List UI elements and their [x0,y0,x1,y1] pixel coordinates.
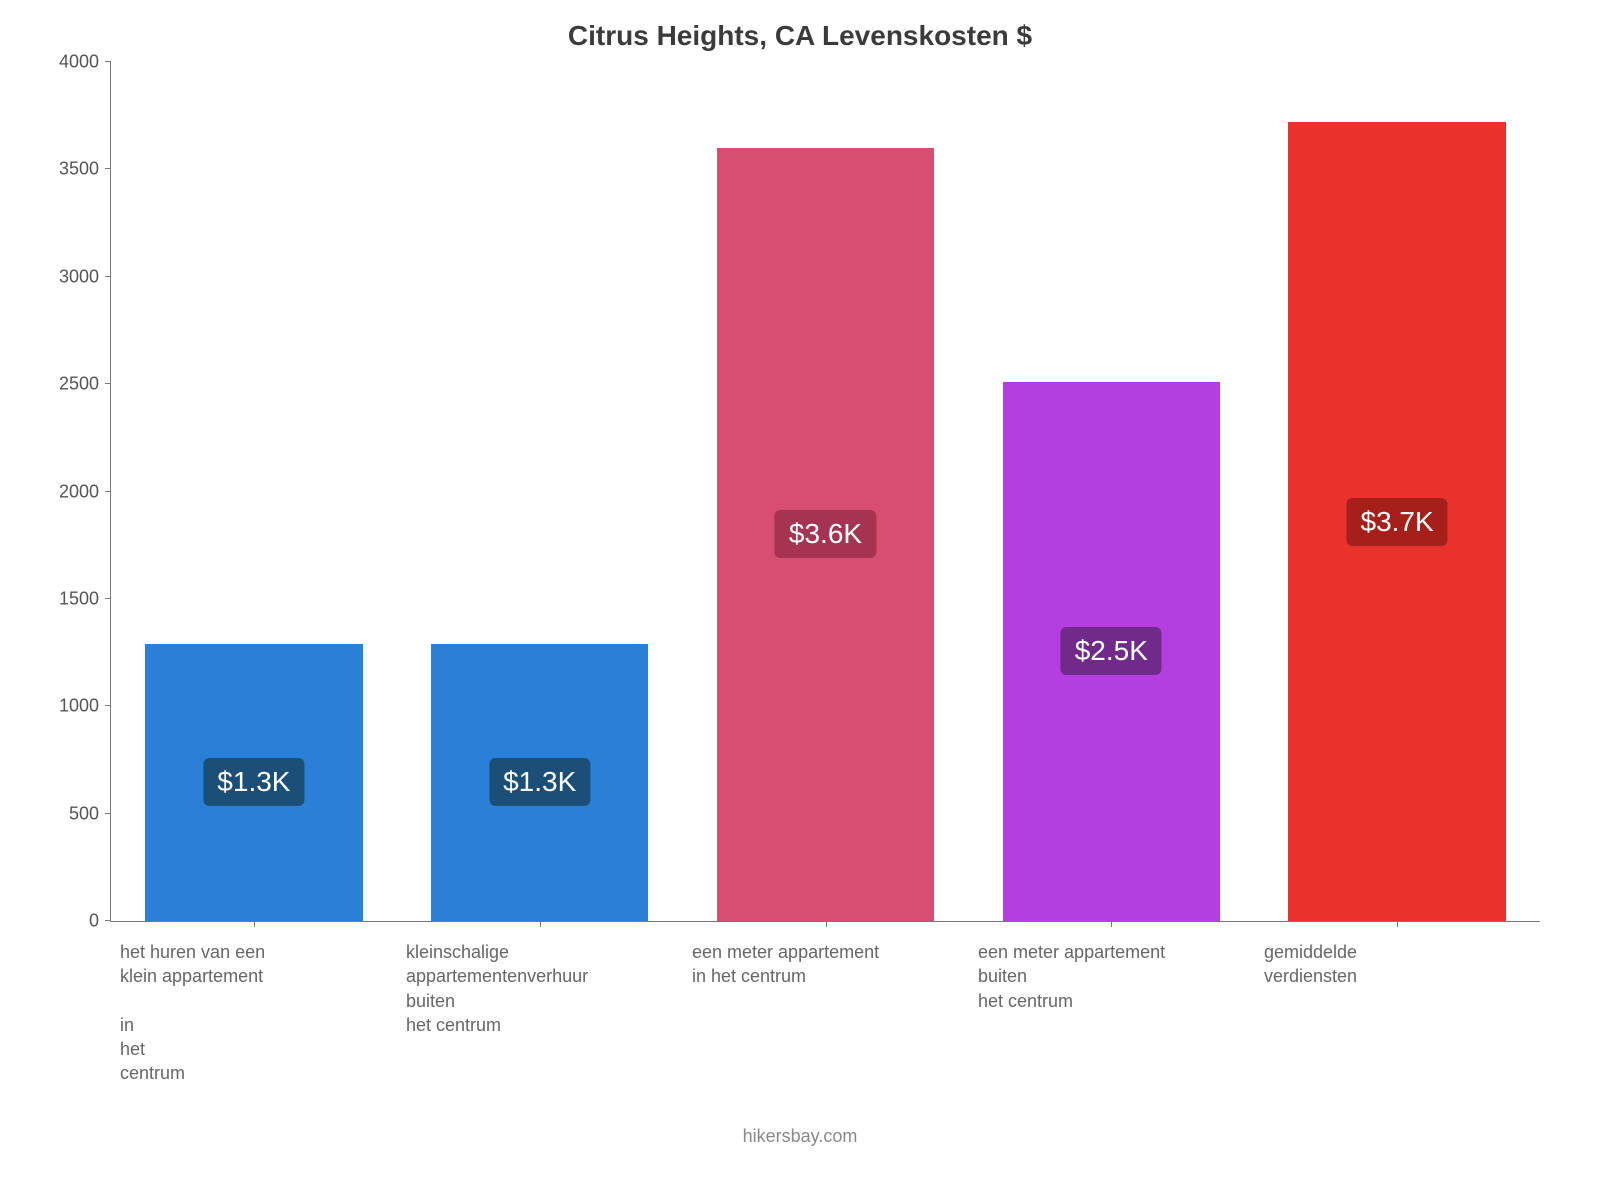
y-tick-label: 2000 [59,481,111,502]
y-tick-mark [105,276,111,277]
bar-slot: $1.3K [111,62,397,921]
x-axis-labels: het huren van een klein appartement in h… [110,940,1540,1086]
bar-slot: $3.7K [1254,62,1540,921]
bar-slot: $3.6K [683,62,969,921]
y-tick-mark [105,598,111,599]
y-tick-label: 3000 [59,266,111,287]
y-tick-mark [105,705,111,706]
y-tick-label: 1500 [59,588,111,609]
x-label: gemiddelde verdiensten [1254,940,1540,1086]
x-tick-mark [254,921,255,927]
x-tick-mark [1397,921,1398,927]
bar-slot: $1.3K [397,62,683,921]
y-tick-mark [105,920,111,921]
y-tick-mark [105,61,111,62]
chart-subcaption: hikersbay.com [40,1126,1560,1147]
bar-2: $3.6K [717,148,934,921]
bar-4: $3.7K [1288,122,1505,921]
y-tick-label: 500 [69,803,111,824]
y-tick-label: 2500 [59,374,111,395]
y-tick-mark [105,813,111,814]
x-label: het huren van een klein appartement in h… [110,940,396,1086]
bar-3: $2.5K [1003,382,1220,921]
bar-1: $1.3K [431,644,648,921]
x-label: een meter appartement in het centrum [682,940,968,1086]
bar-value-badge: $3.7K [1346,498,1447,546]
y-tick-mark [105,491,111,492]
x-tick-mark [826,921,827,927]
chart-container: Citrus Heights, CA Levenskosten $ $1.3K … [0,0,1600,1200]
chart-title: Citrus Heights, CA Levenskosten $ [40,20,1560,52]
bar-value-badge: $1.3K [203,758,304,806]
bar-value-badge: $3.6K [775,510,876,558]
x-tick-mark [540,921,541,927]
chart-plot-area: $1.3K $1.3K $3.6K $2.5K $3.7K [110,62,1540,922]
y-tick-mark [105,168,111,169]
y-tick-label: 0 [89,911,111,932]
bar-slot: $2.5K [968,62,1254,921]
y-tick-label: 4000 [59,52,111,73]
bar-value-badge: $1.3K [489,758,590,806]
x-label: kleinschalige appartementenverhuur buite… [396,940,682,1086]
x-label: een meter appartement buiten het centrum [968,940,1254,1086]
bar-0: $1.3K [145,644,362,921]
y-tick-label: 3500 [59,159,111,180]
y-tick-label: 1000 [59,696,111,717]
x-tick-mark [1111,921,1112,927]
y-tick-mark [105,383,111,384]
bar-value-badge: $2.5K [1061,627,1162,675]
bars-row: $1.3K $1.3K $3.6K $2.5K $3.7K [111,62,1540,921]
